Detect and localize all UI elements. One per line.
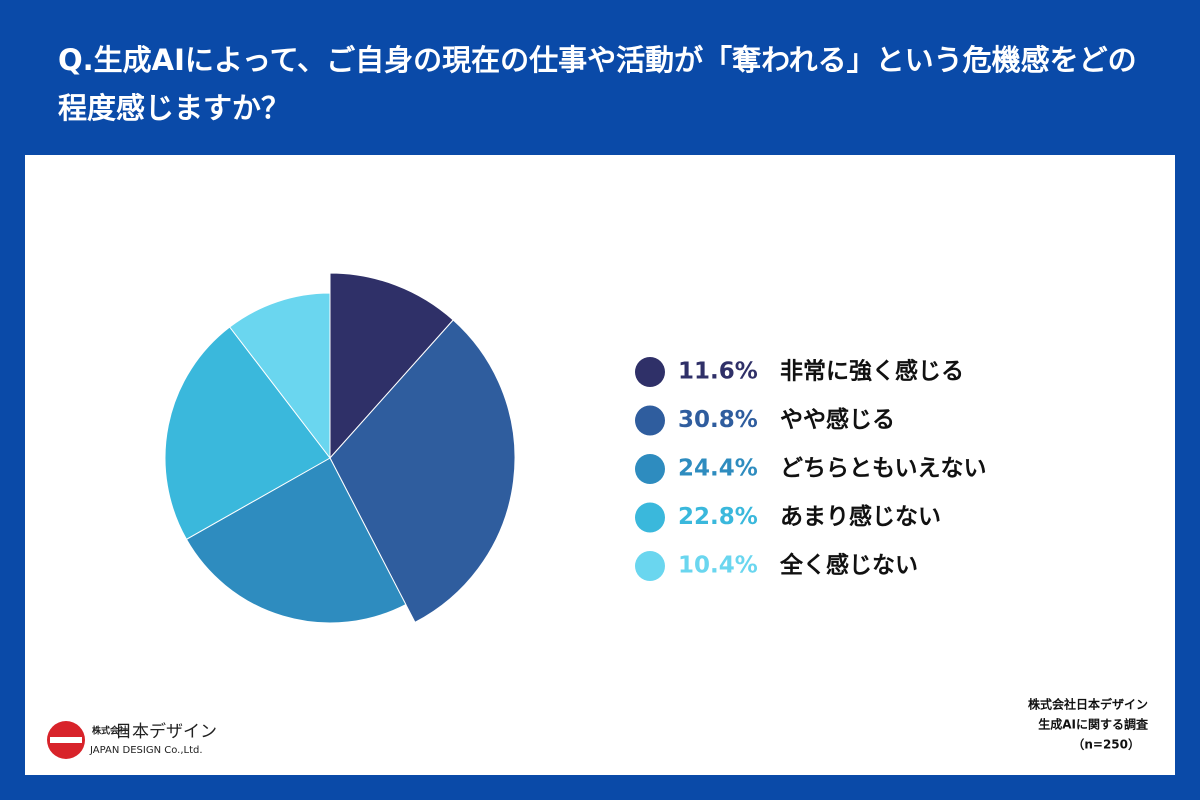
legend-label: やや感じる	[780, 406, 895, 433]
pie-slice	[164, 326, 331, 540]
source-line: 株式会社日本デザイン	[1028, 697, 1148, 712]
logo-english: JAPAN DESIGN Co.,Ltd.	[89, 745, 203, 756]
legend-value: 30.8%	[678, 407, 758, 433]
pie-slice	[329, 272, 454, 460]
pie-slice	[185, 457, 407, 624]
legend-value: 10.4%	[678, 553, 758, 579]
chart-title: Q.生成AIによって、ご自身の現在の仕事や活動が「奪われる」という危機感をどの程…	[58, 43, 1137, 125]
pie-slice	[228, 292, 331, 460]
legend-swatch	[635, 357, 665, 387]
logo-small: 株式会社	[92, 725, 128, 737]
logo-name: 日本デザイン	[115, 721, 217, 742]
legend-value: 22.8%	[678, 504, 758, 530]
legend-label: 全く感じない	[779, 552, 918, 579]
source-line: 生成AIに関する調査	[1038, 717, 1149, 732]
logo-stripe	[50, 737, 82, 743]
legend-swatch	[635, 502, 665, 533]
legend-swatch	[635, 551, 665, 581]
source-line: （n=250）	[1072, 737, 1140, 752]
legend-label: どちらともいえない	[780, 456, 987, 482]
legend-label: 非常に強く感じる	[780, 358, 964, 385]
legend-label: あまり感じない	[780, 503, 941, 530]
legend-swatch	[635, 454, 665, 484]
legend-value: 24.4%	[678, 456, 758, 482]
legend-value: 11.6%	[678, 359, 758, 385]
legend-swatch	[635, 405, 665, 436]
